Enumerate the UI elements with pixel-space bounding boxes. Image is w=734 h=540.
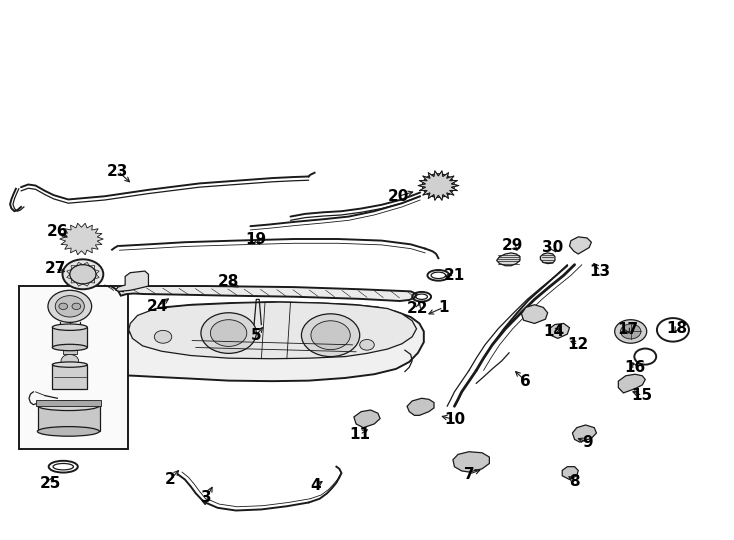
Circle shape bbox=[620, 324, 641, 339]
Ellipse shape bbox=[37, 401, 99, 410]
Polygon shape bbox=[116, 271, 148, 292]
Text: 23: 23 bbox=[107, 164, 128, 179]
Polygon shape bbox=[59, 223, 103, 255]
Text: 19: 19 bbox=[246, 232, 267, 246]
Text: 16: 16 bbox=[625, 360, 646, 375]
Bar bbox=[35, 400, 101, 406]
Polygon shape bbox=[128, 302, 416, 359]
Ellipse shape bbox=[52, 324, 87, 330]
Circle shape bbox=[70, 265, 96, 284]
Circle shape bbox=[211, 320, 247, 347]
Text: 25: 25 bbox=[40, 476, 61, 491]
Text: 1: 1 bbox=[438, 300, 448, 315]
Bar bbox=[52, 364, 87, 389]
Circle shape bbox=[61, 354, 79, 367]
Text: 15: 15 bbox=[632, 388, 653, 403]
Polygon shape bbox=[453, 452, 490, 472]
Polygon shape bbox=[573, 425, 597, 442]
Text: 11: 11 bbox=[349, 427, 370, 442]
Text: 17: 17 bbox=[617, 322, 639, 338]
Text: 30: 30 bbox=[542, 240, 564, 255]
Text: 28: 28 bbox=[218, 274, 239, 289]
Text: 12: 12 bbox=[567, 338, 589, 352]
Polygon shape bbox=[540, 253, 555, 264]
Circle shape bbox=[48, 291, 92, 322]
Circle shape bbox=[67, 228, 96, 249]
Bar bbox=[62, 348, 77, 354]
Text: 26: 26 bbox=[47, 224, 68, 239]
Text: 9: 9 bbox=[582, 435, 593, 450]
Text: 22: 22 bbox=[407, 301, 429, 316]
Text: 7: 7 bbox=[464, 467, 474, 482]
Polygon shape bbox=[521, 305, 548, 323]
Text: 13: 13 bbox=[589, 264, 611, 279]
Ellipse shape bbox=[37, 427, 99, 436]
Polygon shape bbox=[354, 410, 380, 428]
Text: 2: 2 bbox=[165, 472, 175, 487]
Polygon shape bbox=[118, 286, 416, 301]
Bar bbox=[19, 286, 128, 449]
Circle shape bbox=[201, 313, 256, 353]
Circle shape bbox=[62, 259, 103, 289]
Circle shape bbox=[360, 340, 374, 350]
Circle shape bbox=[422, 174, 454, 197]
Bar bbox=[37, 406, 100, 431]
Polygon shape bbox=[618, 374, 645, 393]
Text: 6: 6 bbox=[520, 374, 531, 389]
Text: 29: 29 bbox=[502, 239, 523, 253]
Text: 27: 27 bbox=[45, 261, 66, 276]
Circle shape bbox=[614, 320, 647, 343]
Circle shape bbox=[302, 314, 360, 356]
Polygon shape bbox=[549, 323, 570, 339]
Text: 10: 10 bbox=[444, 412, 465, 427]
Circle shape bbox=[311, 321, 350, 349]
Text: 21: 21 bbox=[444, 268, 465, 283]
Polygon shape bbox=[562, 467, 578, 480]
Polygon shape bbox=[118, 302, 424, 381]
Circle shape bbox=[72, 303, 81, 309]
Text: 14: 14 bbox=[544, 324, 564, 339]
Text: 18: 18 bbox=[666, 321, 687, 336]
Text: 4: 4 bbox=[310, 478, 321, 493]
Polygon shape bbox=[407, 399, 434, 415]
Polygon shape bbox=[570, 237, 592, 254]
Text: 20: 20 bbox=[388, 189, 409, 204]
Polygon shape bbox=[418, 171, 459, 200]
Ellipse shape bbox=[52, 345, 87, 350]
Circle shape bbox=[154, 330, 172, 343]
Bar bbox=[52, 327, 87, 348]
Ellipse shape bbox=[52, 362, 87, 367]
Circle shape bbox=[59, 303, 68, 309]
Text: 5: 5 bbox=[251, 328, 261, 343]
Text: 3: 3 bbox=[201, 490, 212, 505]
Circle shape bbox=[55, 296, 84, 317]
Text: 8: 8 bbox=[570, 474, 580, 489]
Polygon shape bbox=[497, 253, 520, 266]
Text: 24: 24 bbox=[147, 299, 168, 314]
